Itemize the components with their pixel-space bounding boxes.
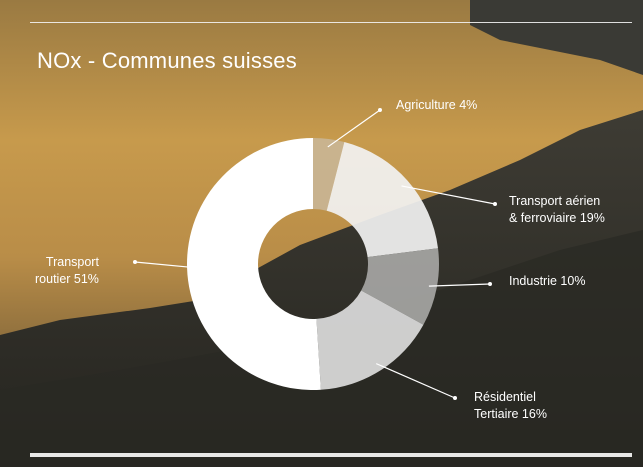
- slice-label-transport-aerien-line2: & ferroviaire 19%: [509, 211, 605, 225]
- donut-slice-transport-aerien: [326, 141, 439, 258]
- leader-dot-industrie: [488, 282, 492, 286]
- leader-dot-transport-routier: [133, 260, 137, 264]
- slice-label-industrie-text: Industrie 10%: [509, 274, 586, 288]
- slice-label-residentiel-line2: Tertiaire 16%: [474, 407, 547, 421]
- top-rule: [30, 22, 632, 23]
- leader-line-transport-aerien: [401, 185, 496, 205]
- slice-label-agriculture: Agriculture 4%: [396, 97, 477, 114]
- slice-label-transport-routier-line2: routier 51%: [35, 272, 99, 286]
- donut-slice-residentiel: [316, 290, 424, 390]
- slice-label-agriculture-text: Agriculture 4%: [396, 98, 478, 112]
- slice-label-residentiel: Résidentiel Tertiaire 16%: [474, 389, 547, 423]
- slice-label-transport-routier-line1: Transport: [45, 255, 99, 269]
- leader-line-industrie: [428, 283, 491, 287]
- leader-line-transport-routier: [134, 261, 196, 269]
- donut-slice-agriculture: [313, 138, 345, 211]
- donut-slice-transport-routier: [187, 138, 321, 390]
- leader-dot-transport-aerien: [493, 202, 497, 206]
- bottom-rule: [30, 453, 632, 457]
- slice-label-residentiel-line1: Résidentiel: [474, 390, 536, 404]
- donut-slice-industrie: [361, 248, 439, 325]
- leader-dot-agriculture: [378, 108, 382, 112]
- chart-title: NOx - Communes suisses: [37, 48, 297, 73]
- leader-line-agriculture: [327, 109, 381, 148]
- slice-label-transport-routier: Transport routier 51%: [35, 254, 99, 288]
- slice-label-transport-aerien: Transport aérien & ferroviaire 19%: [509, 193, 605, 227]
- slice-label-transport-aerien-line1: Transport aérien: [509, 194, 601, 208]
- leader-line-residentiel: [375, 363, 456, 399]
- leader-dot-residentiel: [453, 396, 457, 400]
- slice-label-industrie: Industrie 10%: [509, 273, 585, 290]
